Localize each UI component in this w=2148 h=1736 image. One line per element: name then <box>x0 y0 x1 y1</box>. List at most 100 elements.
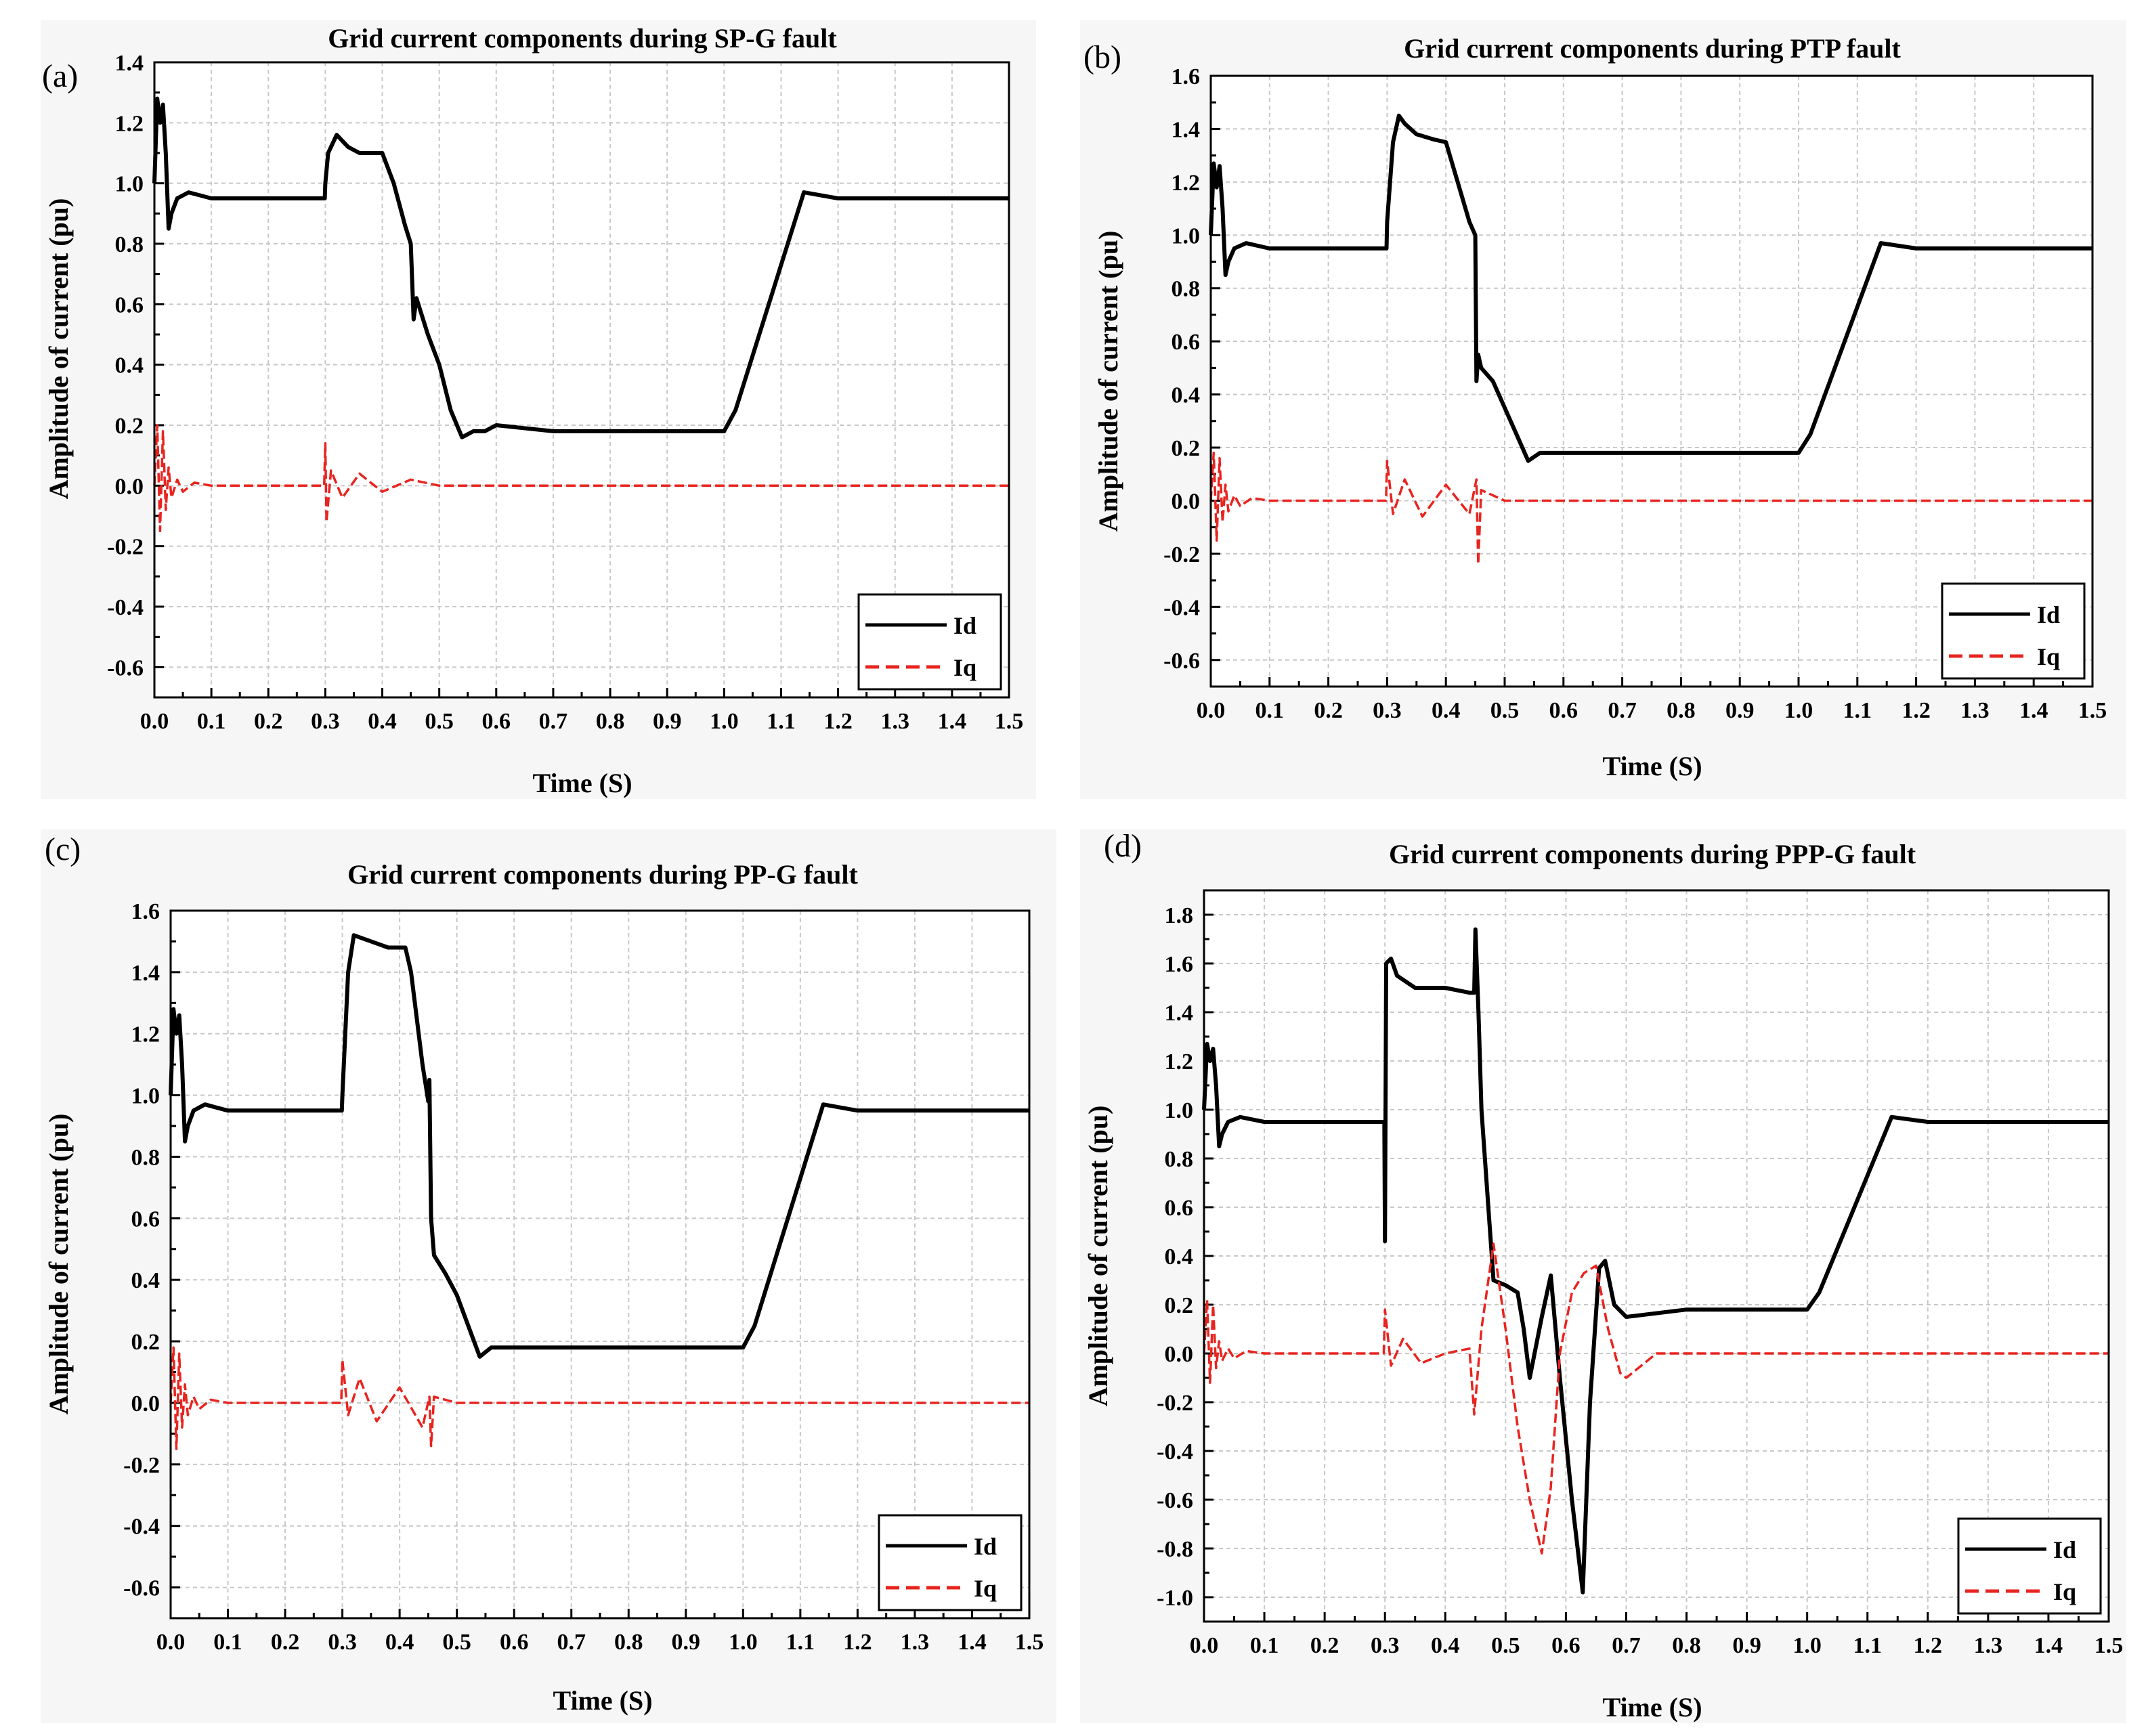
y-tick-label: 1.2 <box>1165 1049 1194 1075</box>
y-tick-label: -0.8 <box>1157 1537 1193 1562</box>
y-tick-label: -0.6 <box>107 655 144 680</box>
x-tick-label: 0.4 <box>385 1630 414 1655</box>
y-tick-label: 1.2 <box>1172 171 1201 196</box>
series-line-id <box>1209 113 2092 463</box>
x-tick-label: 0.2 <box>1310 1633 1339 1658</box>
y-tick-label: 0.8 <box>115 232 144 257</box>
x-tick-label: 0.3 <box>1371 1633 1400 1658</box>
x-tick-label: 1.5 <box>2095 1633 2124 1658</box>
axis-frame <box>1203 889 2110 1623</box>
chart-title: Grid current components during PTP fault <box>1404 33 1901 64</box>
x-tick-label: 0.4 <box>1432 698 1461 723</box>
y-tick-label: 0.2 <box>1165 1293 1194 1318</box>
x-tick-label: 0.9 <box>653 709 682 734</box>
x-tick-label: 0.7 <box>557 1630 586 1655</box>
x-tick-label: 1.0 <box>1784 698 1813 723</box>
legend-label-id: Id <box>2053 1536 2076 1563</box>
y-tick-label: 0.0 <box>115 474 144 499</box>
y-tick-label: -0.2 <box>1157 1391 1193 1416</box>
x-tick-label: 1.0 <box>729 1630 758 1655</box>
y-tick-label: 1.4 <box>1172 117 1201 142</box>
axis-frame <box>1209 74 2094 688</box>
y-tick-label: 1.6 <box>1165 952 1194 977</box>
y-tick-label: 0.0 <box>1172 489 1201 514</box>
y-tick-label: 0.6 <box>131 1207 160 1232</box>
y-tick-label: 1.2 <box>115 111 144 136</box>
y-tick-label: 1.6 <box>131 899 160 924</box>
chart-panel: 0.0 0.1 0.2 0.3 0.4 0.5 0.6 0.7 0.8 0.9 1.0 1.1 1.2 1… <box>1080 828 2126 1723</box>
x-tick-label: 0.4 <box>368 709 397 734</box>
y-tick-label: 0.2 <box>115 414 144 439</box>
axis-frame <box>153 61 1010 699</box>
chart-title: Grid current components during PPP-G fau… <box>1389 839 1916 869</box>
y-tick-label: 0.0 <box>131 1391 160 1416</box>
x-tick-label: 0.3 <box>311 709 340 734</box>
y-tick-label: -0.2 <box>123 1453 160 1478</box>
x-tick-label: 0.2 <box>254 709 283 734</box>
x-tick-label: 0.9 <box>1732 1633 1761 1658</box>
plot-area <box>154 62 1009 697</box>
chart-panel: 0.0 0.1 0.2 0.3 0.4 0.5 0.6 0.7 0.8 0.9 1.0 1.1 1.2 1… <box>1080 20 2126 799</box>
x-tick-label: 1.4 <box>2019 698 2048 723</box>
x-tick-label: 1.4 <box>958 1630 987 1655</box>
x-tick-label: 0.0 <box>1197 698 1226 723</box>
y-axis-label: Amplitude of current (pu) <box>43 1114 74 1415</box>
legend-box <box>1957 1517 2102 1615</box>
x-tick-label: 1.2 <box>1914 1633 1943 1658</box>
y-tick-label: 0.4 <box>1172 383 1201 408</box>
x-tick-label: 0.8 <box>614 1630 643 1655</box>
x-tick-label: 0.5 <box>425 709 454 734</box>
chart-title: Grid current components during PP-G faul… <box>347 859 858 890</box>
x-tick-label: 0.7 <box>539 709 568 734</box>
y-tick-label: -0.2 <box>1163 542 1200 567</box>
panel-label: (c) <box>45 831 81 867</box>
x-tick-label: 0.8 <box>1667 698 1696 723</box>
y-tick-label: -0.4 <box>1157 1439 1193 1464</box>
y-tick-label: 1.2 <box>131 1022 160 1047</box>
y-tick-label: 1.0 <box>115 172 144 197</box>
x-tick-label: 0.0 <box>1190 1633 1219 1658</box>
x-tick-label: 0.0 <box>156 1630 186 1655</box>
x-tick-label: 1.2 <box>823 709 853 734</box>
x-tick-label: 0.6 <box>1551 1633 1581 1658</box>
legend-label-iq: Iq <box>2053 1578 2076 1605</box>
x-tick-label: 1.4 <box>938 709 967 734</box>
y-tick-label: -0.6 <box>1163 649 1200 674</box>
x-tick-label: 1.1 <box>1843 698 1872 723</box>
x-tick-label: 0.3 <box>328 1630 357 1655</box>
y-tick-label: 0.6 <box>115 292 144 318</box>
x-tick-label: 0.5 <box>1490 698 1520 723</box>
x-tick-label: 1.2 <box>843 1630 872 1655</box>
x-tick-label: 1.5 <box>995 709 1024 734</box>
y-tick-label: -1.0 <box>1157 1586 1193 1611</box>
x-tick-label: 0.2 <box>271 1630 300 1655</box>
x-axis-label: Time (S) <box>1602 1692 1702 1722</box>
x-tick-label: 0.0 <box>140 709 169 734</box>
y-tick-label: -0.6 <box>1157 1488 1193 1513</box>
y-tick-label: -0.2 <box>107 535 144 560</box>
x-tick-label: 0.1 <box>1255 698 1285 723</box>
x-tick-label: 1.1 <box>786 1630 815 1655</box>
x-tick-label: 0.1 <box>197 709 226 734</box>
y-tick-label: 1.8 <box>1165 903 1194 928</box>
legend-label-id: Id <box>2037 601 2060 628</box>
x-tick-label: 1.2 <box>1902 698 1931 723</box>
legend-label-iq: Iq <box>2037 643 2060 670</box>
x-tick-label: 1.3 <box>1960 698 1990 723</box>
x-tick-label: 1.3 <box>901 1630 930 1655</box>
plot-area <box>171 911 1029 1618</box>
x-axis-label: Time (S) <box>532 768 632 798</box>
x-tick-label: 0.1 <box>1250 1633 1279 1658</box>
axis-frame <box>169 909 1031 1620</box>
x-tick-label: 0.4 <box>1431 1633 1460 1658</box>
x-tick-label: 0.9 <box>672 1630 701 1655</box>
x-tick-label: 0.1 <box>213 1630 242 1655</box>
y-axis-label: Amplitude of current (pu) <box>1093 231 1123 532</box>
y-tick-label: 1.0 <box>1165 1098 1194 1123</box>
x-tick-label: 0.2 <box>1314 698 1343 723</box>
y-tick-label: 1.4 <box>115 51 144 76</box>
x-axis-label: Time (S) <box>553 1685 652 1716</box>
panel-label: (d) <box>1104 828 1142 864</box>
x-tick-label: 1.1 <box>1853 1633 1882 1658</box>
